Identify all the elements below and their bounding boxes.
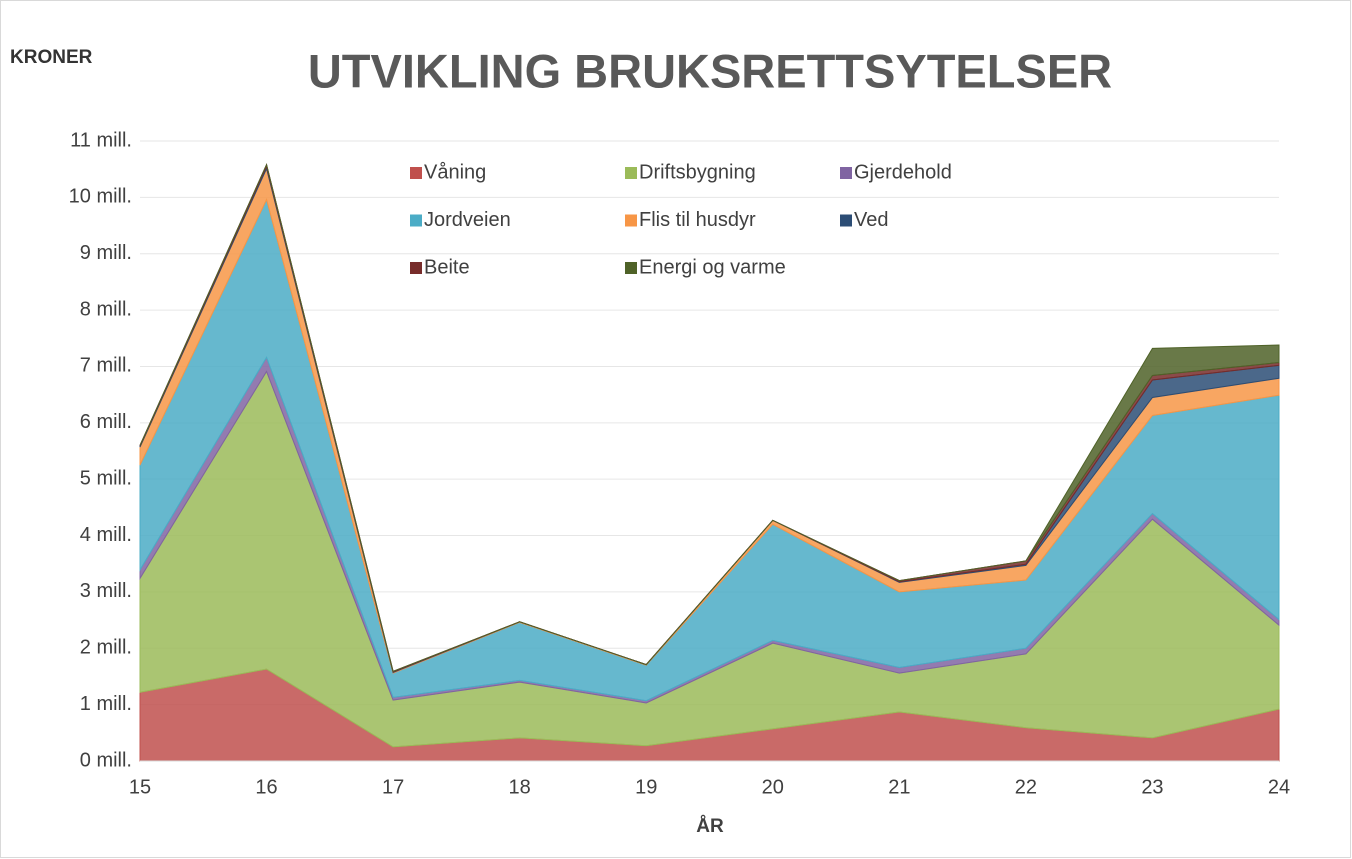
legend-label: Flis til husdyr [639, 209, 756, 231]
x-tick-label: 20 [762, 776, 784, 798]
x-tick-label: 17 [382, 776, 404, 798]
legend-label: Energi og varme [639, 256, 786, 278]
y-tick-label: 1 mill. [80, 693, 132, 715]
y-tick-label: 7 mill. [80, 355, 132, 377]
y-tick-label: 6 mill. [80, 411, 132, 433]
legend-label: Beite [424, 256, 470, 278]
x-tick-label: 24 [1268, 776, 1290, 798]
x-tick-label: 15 [129, 776, 151, 798]
y-tick-label: 4 mill. [80, 524, 132, 546]
legend-label: Driftsbygning [639, 161, 756, 183]
x-tick-label: 18 [509, 776, 531, 798]
chart-title: UTVIKLING BRUKSRETTSYTELSER [308, 44, 1112, 97]
y-tick-label: 11 mill. [70, 129, 132, 151]
legend-label: Gjerdehold [854, 161, 952, 183]
y-tick-label: 5 mill. [80, 467, 132, 489]
y-axis-label: KRONER [10, 47, 93, 68]
y-tick-label: 3 mill. [80, 580, 132, 602]
x-tick-label: 22 [1015, 776, 1037, 798]
legend-swatch [625, 214, 637, 227]
legend-swatch [410, 262, 422, 274]
x-tick-label: 23 [1141, 776, 1163, 798]
legend-swatch [410, 167, 422, 179]
area [139, 163, 1280, 673]
y-tick-label: 10 mill. [69, 186, 132, 208]
y-tick-label: 2 mill. [80, 637, 132, 659]
legend-label: Ved [854, 209, 888, 231]
y-tick-label: 9 mill. [80, 242, 132, 264]
x-axis-label: ÅR [696, 816, 724, 837]
x-tick-label: 16 [255, 776, 277, 798]
legend-label: Jordveien [424, 209, 511, 231]
y-tick-label: 8 mill. [80, 298, 132, 320]
x-tick-label: 19 [635, 776, 657, 798]
x-tick-label: 21 [888, 776, 910, 798]
y-tick-label: 0 mill. [80, 749, 132, 771]
legend-swatch [410, 214, 422, 227]
legend-swatch [625, 262, 637, 274]
legend-label: Våning [424, 161, 486, 183]
legend-swatch [840, 214, 852, 227]
legend-swatch [840, 167, 852, 179]
legend-swatch [625, 167, 637, 179]
